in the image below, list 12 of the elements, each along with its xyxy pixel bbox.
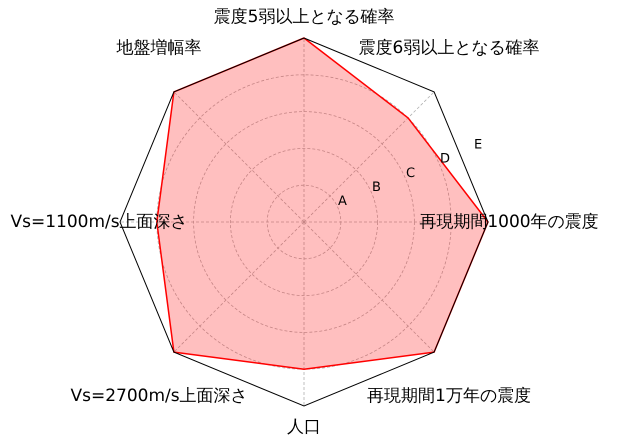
spoke-label: 震度5弱以上となる確率 bbox=[214, 7, 394, 28]
y-tick-label: D bbox=[440, 152, 450, 167]
y-tick-label: A bbox=[338, 194, 347, 209]
spoke-label: 再現期間1万年の震度 bbox=[367, 386, 531, 406]
spoke-label: 再現期間1000年の震度 bbox=[419, 212, 599, 232]
spoke-label: 人口 bbox=[287, 416, 321, 437]
spoke-label: 震度6弱以上となる確率 bbox=[358, 38, 540, 58]
y-tick-label: B bbox=[372, 180, 381, 195]
spoke-label: Vs=2700m/s上面深さ bbox=[70, 386, 248, 406]
spoke-label: 地盤増幅率 bbox=[116, 38, 202, 58]
y-tick-label: C bbox=[406, 166, 416, 181]
y-tick-label: E bbox=[474, 138, 482, 153]
